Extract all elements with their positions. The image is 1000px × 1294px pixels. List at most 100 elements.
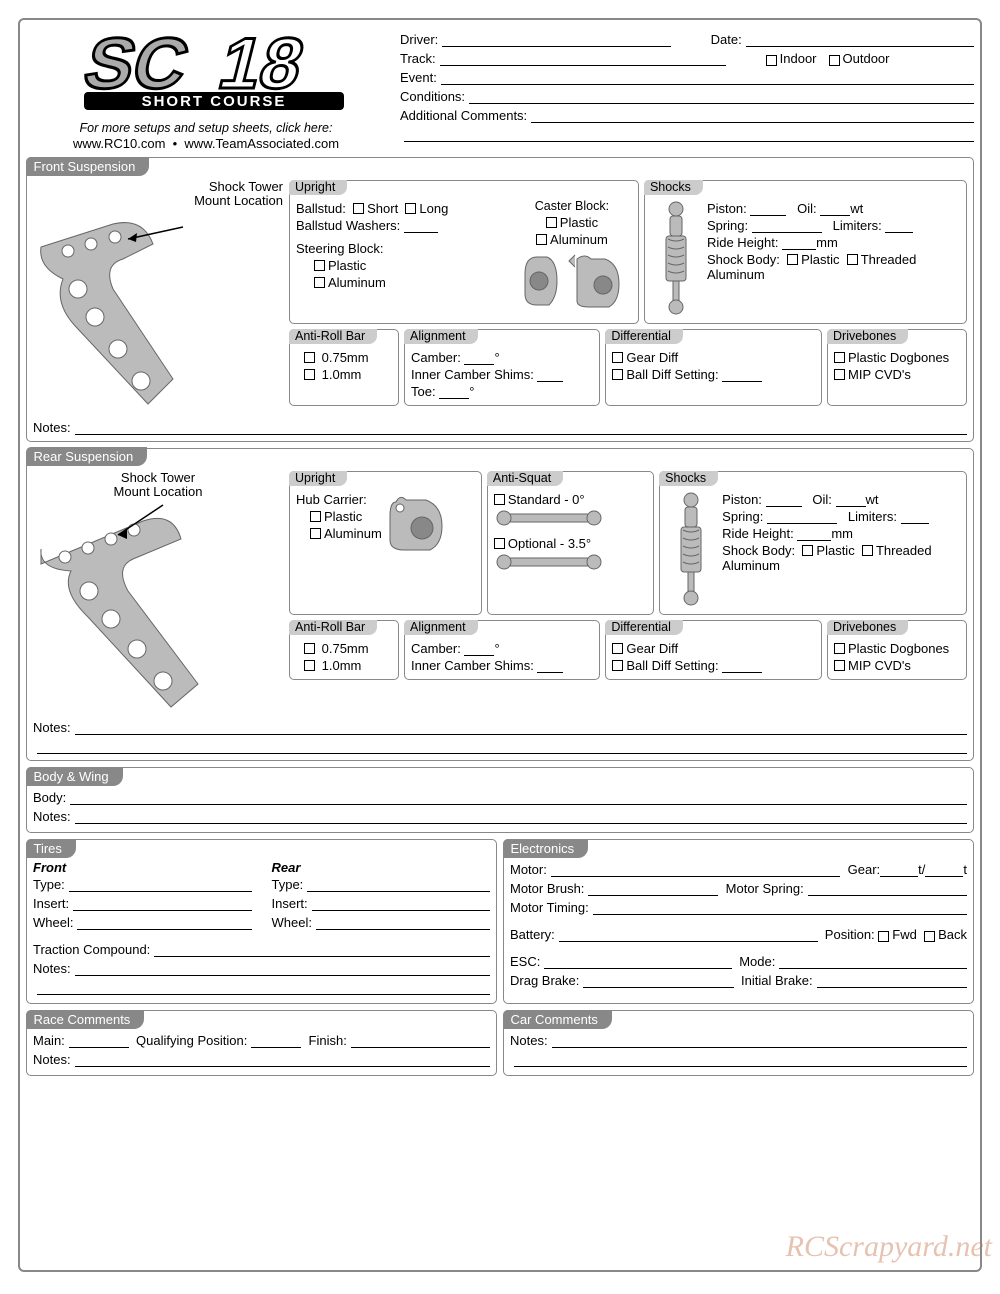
car-notes-field[interactable] — [552, 1031, 967, 1048]
cond-field[interactable] — [469, 87, 974, 104]
header: SC 18 SHORT COURSE For more setups and s… — [26, 26, 974, 151]
body-field[interactable] — [70, 788, 967, 805]
mspring-field[interactable] — [808, 879, 967, 896]
gear2-field[interactable] — [925, 862, 963, 877]
track-field[interactable] — [440, 49, 726, 66]
hub-plastic-cb[interactable] — [310, 511, 321, 522]
fwd-cb[interactable] — [878, 931, 889, 942]
event-field[interactable] — [441, 68, 974, 85]
r-type-field[interactable] — [307, 875, 490, 892]
r-gear-diff-cb[interactable] — [612, 643, 623, 654]
timing-field[interactable] — [593, 898, 967, 915]
piston-field[interactable] — [750, 201, 786, 216]
traction-label: Traction Compound: — [33, 942, 150, 957]
r-ball-diff-field[interactable] — [722, 658, 762, 673]
ballstud-long-cb[interactable] — [405, 203, 416, 214]
steer-plastic-cb[interactable] — [314, 260, 325, 271]
rear-tab: Rear Suspension — [26, 447, 148, 466]
r-lim-field[interactable] — [901, 509, 929, 524]
sbody-plastic-cb[interactable] — [787, 254, 798, 265]
washers-field[interactable] — [404, 218, 438, 233]
motor-field[interactable] — [551, 860, 841, 877]
back-cb[interactable] — [924, 931, 935, 942]
asquat-opt-cb[interactable] — [494, 538, 505, 549]
addl-field-2[interactable] — [404, 125, 974, 142]
r-mipcvd-cb[interactable] — [834, 660, 845, 671]
ball-diff-cb[interactable] — [612, 369, 623, 380]
dogbones-cb[interactable] — [834, 352, 845, 363]
steer-plastic-label: Plastic — [328, 258, 366, 273]
rear-notes-field-2[interactable] — [37, 737, 967, 754]
r-dogbones-cb[interactable] — [834, 643, 845, 654]
indoor-checkbox[interactable] — [766, 55, 777, 66]
car-notes-field-2[interactable] — [514, 1050, 967, 1067]
sc18-logo: SC 18 SHORT COURSE — [36, 26, 376, 116]
drag-field[interactable] — [583, 971, 733, 988]
f-wheel-field[interactable] — [77, 913, 251, 930]
caster-block-icon — [517, 249, 627, 309]
r-gear-diff-label: Gear Diff — [626, 641, 678, 656]
hub-alum-cb[interactable] — [310, 528, 321, 539]
r-arb-10-cb[interactable] — [304, 660, 315, 671]
finish-field[interactable] — [351, 1031, 490, 1048]
driver-field[interactable] — [442, 30, 670, 47]
rear-notes-field[interactable] — [75, 718, 967, 735]
ball-diff-field[interactable] — [722, 367, 762, 382]
caster-plastic-cb[interactable] — [546, 217, 557, 228]
esc-label: ESC: — [510, 954, 540, 969]
mipcvd-cb[interactable] — [834, 369, 845, 380]
outdoor-checkbox[interactable] — [829, 55, 840, 66]
car-tab: Car Comments — [503, 1010, 612, 1029]
asquat-std-cb[interactable] — [494, 494, 505, 505]
spring-field[interactable] — [752, 218, 822, 233]
brush-field[interactable] — [588, 879, 718, 896]
f-insert-field[interactable] — [73, 894, 251, 911]
arb-075-cb[interactable] — [304, 352, 315, 363]
caster-alum-cb[interactable] — [536, 234, 547, 245]
r-ball-diff-cb[interactable] — [612, 660, 623, 671]
oil-field[interactable] — [820, 201, 850, 216]
bodywing-notes-field[interactable] — [75, 807, 967, 824]
r-piston-field[interactable] — [766, 492, 802, 507]
toe-field[interactable] — [439, 384, 469, 399]
r-wheel-field[interactable] — [316, 913, 490, 930]
r-shims-field[interactable] — [537, 658, 563, 673]
back-label: Back — [938, 927, 967, 942]
steer-alum-cb[interactable] — [314, 277, 325, 288]
sbody-thr-cb[interactable] — [847, 254, 858, 265]
r-sbody-plastic-cb[interactable] — [802, 545, 813, 556]
battery-field[interactable] — [559, 925, 818, 942]
r-insert-field[interactable] — [312, 894, 490, 911]
qual-field[interactable] — [251, 1031, 301, 1048]
front-notes-field[interactable] — [75, 418, 967, 435]
body-label: Body: — [33, 790, 66, 805]
shims-field[interactable] — [537, 367, 563, 382]
initial-field[interactable] — [817, 971, 967, 988]
qual-label: Qualifying Position: — [136, 1033, 247, 1048]
ride-field[interactable] — [782, 235, 816, 250]
r-camber-field[interactable] — [464, 641, 494, 656]
arb-10-cb[interactable] — [304, 369, 315, 380]
ballstud-short-cb[interactable] — [353, 203, 364, 214]
gear1-field[interactable] — [880, 862, 918, 877]
esc-field[interactable] — [544, 952, 732, 969]
gear-diff-cb[interactable] — [612, 352, 623, 363]
date-field[interactable] — [746, 30, 974, 47]
f-type-field[interactable] — [69, 875, 252, 892]
main-field[interactable] — [69, 1031, 129, 1048]
position-label: Position: — [825, 927, 875, 942]
r-spring-field[interactable] — [767, 509, 837, 524]
traction-field[interactable] — [154, 940, 490, 957]
camber-field[interactable] — [464, 350, 494, 365]
mode-field[interactable] — [779, 952, 967, 969]
tires-notes-field[interactable] — [75, 959, 490, 976]
r-arb-075-cb[interactable] — [304, 643, 315, 654]
r-ride-field[interactable] — [797, 526, 831, 541]
r-sbody-thr-cb[interactable] — [862, 545, 873, 556]
dogbones-label: Plastic Dogbones — [848, 350, 949, 365]
tires-notes-field-2[interactable] — [37, 978, 490, 995]
r-oil-field[interactable] — [836, 492, 866, 507]
lim-field[interactable] — [885, 218, 913, 233]
race-notes-field[interactable] — [75, 1050, 490, 1067]
addl-field[interactable] — [531, 106, 974, 123]
